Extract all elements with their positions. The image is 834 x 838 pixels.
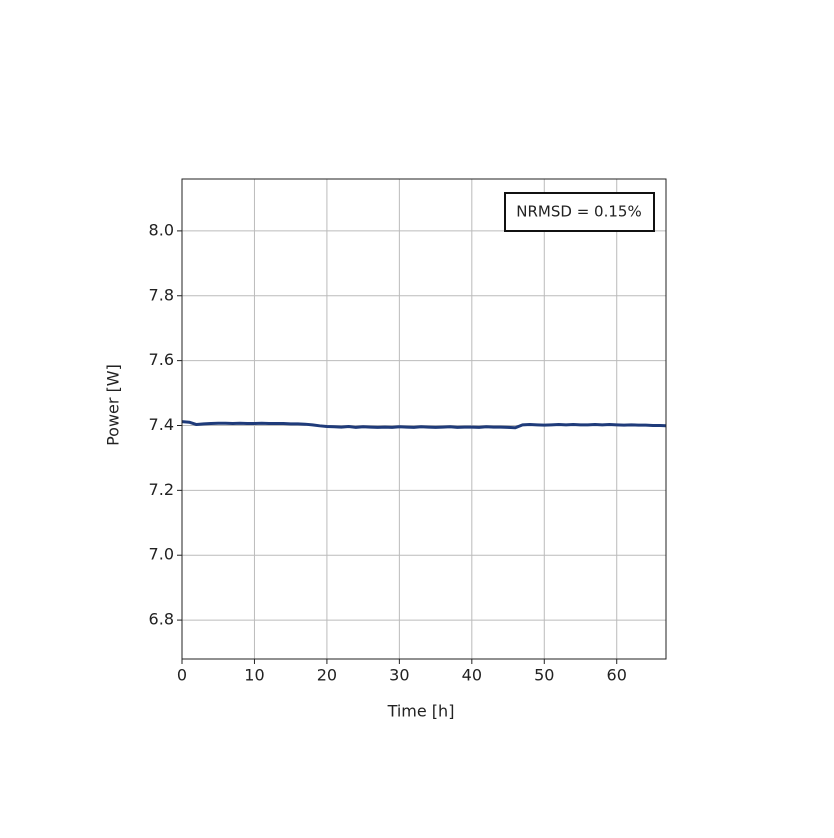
x-tick-label: 30 xyxy=(389,666,409,685)
x-tick-label: 40 xyxy=(462,666,482,685)
y-tick-label: 7.2 xyxy=(149,480,174,499)
x-tick-label: 0 xyxy=(177,666,187,685)
annotation: NRMSD = 0.15% xyxy=(516,203,641,221)
y-tick-label: 7.0 xyxy=(149,545,174,564)
y-tick-label: 7.8 xyxy=(149,285,174,304)
y-tick-label: 6.8 xyxy=(149,610,174,629)
data-line xyxy=(181,420,667,430)
x-tick-label: 10 xyxy=(244,666,264,685)
y-tick-label: 8.0 xyxy=(149,220,174,239)
plot-frame xyxy=(181,178,667,660)
y-axis-label: Power [W] xyxy=(104,364,123,446)
x-axis-label: Time [h] xyxy=(387,702,455,721)
y-tick-label: 7.6 xyxy=(149,350,174,369)
y-tick-label: 7.4 xyxy=(149,415,174,434)
x-tick-label: 20 xyxy=(317,666,337,685)
annotation-box xyxy=(504,192,655,232)
x-tick-label: 60 xyxy=(607,666,627,685)
x-tick-label: 50 xyxy=(534,666,554,685)
